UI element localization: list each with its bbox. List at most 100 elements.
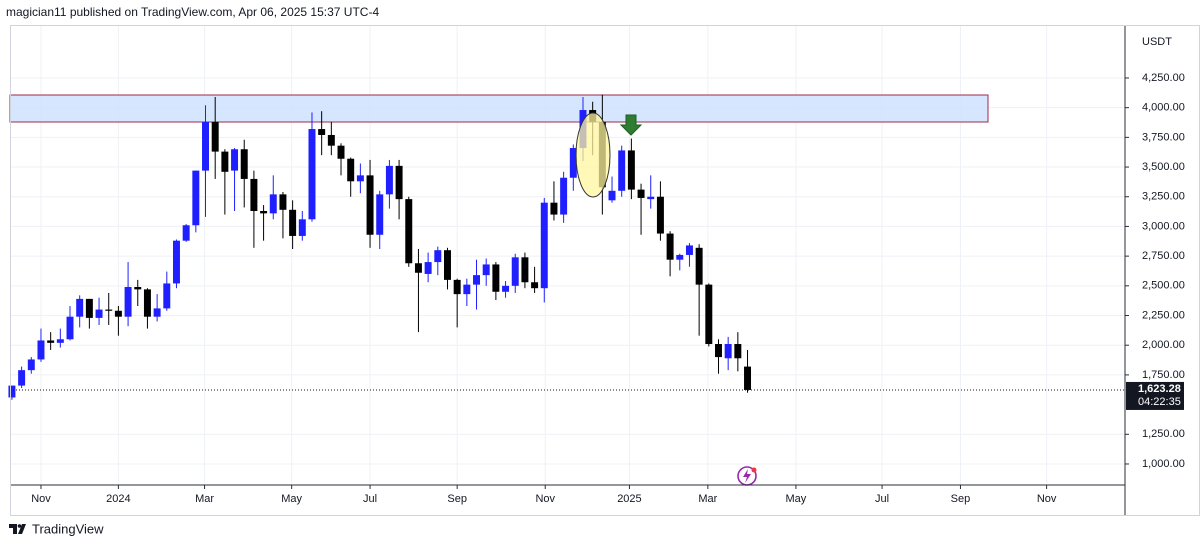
candle-body <box>482 264 490 276</box>
candle-body <box>143 289 151 317</box>
candle-body <box>202 121 209 171</box>
candle-body <box>8 385 16 398</box>
candle-body <box>66 316 74 340</box>
candle-body <box>405 199 413 264</box>
y-tick-label: 4,250.00 <box>1142 72 1185 84</box>
candle-body <box>531 282 539 289</box>
candle-body <box>221 151 229 172</box>
candle-body <box>37 340 45 360</box>
y-tick-label: 2,750.00 <box>1142 250 1185 262</box>
last-price-box <box>1126 381 1184 410</box>
y-tick-label: 1,000.00 <box>1142 458 1185 470</box>
y-tick-label: 2,500.00 <box>1142 280 1185 292</box>
candle-body <box>395 165 403 200</box>
x-tick-label: Nov <box>31 493 51 505</box>
candle-body <box>463 284 471 295</box>
candle-body <box>211 121 219 152</box>
candle-body <box>114 310 122 317</box>
candle-body <box>569 148 577 178</box>
candle-body <box>308 129 316 220</box>
candle-body <box>724 344 732 359</box>
unit-label: USDT <box>1142 36 1172 48</box>
y-tick-label: 3,250.00 <box>1142 191 1185 203</box>
candle-body <box>647 196 655 200</box>
candle-body <box>685 245 693 255</box>
down-arrow <box>619 114 643 136</box>
x-tick-label: Mar <box>698 493 717 505</box>
candle-body <box>231 149 239 171</box>
candle-body <box>540 202 548 289</box>
candle-body <box>715 344 722 358</box>
candle-body <box>105 309 113 311</box>
header: magician11 published on TradingView.com,… <box>6 5 379 19</box>
candle-body <box>676 254 684 260</box>
candle-body <box>560 177 568 215</box>
x-tick-label: May <box>786 493 807 505</box>
x-tick-label: 2024 <box>106 493 130 505</box>
x-tick-label: Jul <box>875 493 889 505</box>
highlight-ellipse <box>575 112 611 198</box>
candle-body <box>250 178 258 211</box>
x-tick-label: Nov <box>535 493 555 505</box>
candle-body <box>18 370 26 386</box>
candle-body <box>260 210 268 214</box>
candle-body <box>734 344 742 359</box>
candle-body <box>269 194 277 214</box>
candle-body <box>192 170 200 226</box>
candle-body <box>85 298 93 318</box>
candle-body <box>163 283 171 309</box>
candle-body <box>744 366 752 390</box>
y-tick-label: 1,750.00 <box>1142 369 1185 381</box>
candle-body <box>95 309 103 318</box>
y-tick-label: 3,750.00 <box>1142 131 1185 143</box>
candle-body <box>608 190 616 201</box>
candle-body <box>492 264 500 292</box>
x-tick-label: Jul <box>363 493 377 505</box>
candle-body <box>318 129 326 135</box>
candle-body <box>298 219 306 236</box>
candle-body <box>434 250 442 263</box>
countdown-label: 04:22:35 <box>1138 396 1181 408</box>
candle-body <box>27 359 35 371</box>
y-tick-label: 1,250.00 <box>1142 428 1185 440</box>
last-price-label: 1,623.28 <box>1138 383 1181 395</box>
candle-body <box>134 287 142 290</box>
candle-body <box>695 247 703 285</box>
candle-body <box>473 275 481 285</box>
candle-body <box>240 149 248 179</box>
candle-body <box>327 134 335 146</box>
candle-body <box>347 158 355 182</box>
x-tick-label: 2025 <box>617 493 641 505</box>
x-tick-label: Nov <box>1037 493 1057 505</box>
y-tick-label: 2,000.00 <box>1142 339 1185 351</box>
lightning-icon <box>737 466 757 486</box>
candle-body <box>627 150 635 190</box>
candle-body <box>124 287 132 317</box>
x-tick-label: Mar <box>195 493 214 505</box>
y-tick-label: 3,500.00 <box>1142 161 1185 173</box>
candle-body <box>182 225 190 241</box>
candle-body <box>502 285 510 292</box>
candle-body <box>366 175 374 235</box>
candle-body <box>289 209 297 236</box>
candle-body <box>279 194 287 210</box>
y-tick-label: 4,000.00 <box>1142 102 1185 114</box>
candle-body <box>453 279 461 295</box>
y-tick-label: 3,000.00 <box>1142 220 1185 232</box>
candle-body <box>705 284 713 345</box>
candle-body <box>443 250 451 280</box>
footer-brand: TradingView <box>32 521 104 536</box>
axis-layer: 1,000.00 1,250.00 1,750.00 2,000.00 2,250.00… <box>31 72 1185 505</box>
x-tick-label: Sep <box>447 493 467 505</box>
candle-body <box>337 145 345 159</box>
candle-body <box>521 257 529 283</box>
candle-body <box>356 175 364 182</box>
resistance-zone <box>9 94 989 123</box>
candle-body <box>511 257 519 286</box>
candle-body <box>637 189 645 198</box>
candle-body <box>385 165 393 195</box>
x-tick-label: Sep <box>951 493 971 505</box>
y-tick-label: 2,250.00 <box>1142 309 1185 321</box>
